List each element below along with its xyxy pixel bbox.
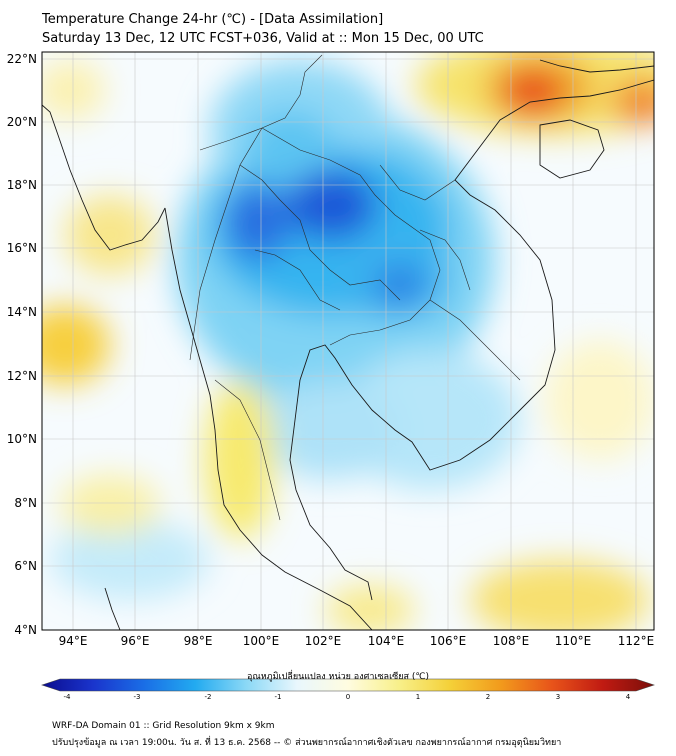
colorbar-tick: 1 xyxy=(415,693,421,701)
map-title: Temperature Change 24-hr (℃) - [Data Ass… xyxy=(42,12,384,27)
lon-label-94e: 94°E xyxy=(58,634,88,648)
coastlines xyxy=(42,59,654,630)
country-borders xyxy=(189,54,521,521)
lat-label-6n: 6°N xyxy=(14,559,37,573)
colorbar-shape xyxy=(41,678,655,692)
lat-label-20n: 20°N xyxy=(6,115,37,129)
lat-label-16n: 16°N xyxy=(6,241,37,255)
colorbar-tick: 3 xyxy=(555,693,561,701)
lon-label-100e: 100°E xyxy=(242,634,280,648)
lon-label-102e: 102°E xyxy=(304,634,342,648)
lon-label-106e: 106°E xyxy=(429,634,467,648)
temperature-field xyxy=(42,52,654,630)
lon-label-96e: 96°E xyxy=(120,634,150,648)
graticule xyxy=(42,52,654,630)
colorbar-tick: -3 xyxy=(133,693,141,701)
colorbar-tick: -1 xyxy=(274,693,282,701)
lon-label-104e: 104°E xyxy=(367,634,405,648)
lat-label-4n: 4°N xyxy=(14,623,37,637)
lat-label-12n: 12°N xyxy=(6,369,37,383)
colorbar-tick: 2 xyxy=(485,693,491,701)
colorbar xyxy=(41,678,655,692)
lon-label-98e: 98°E xyxy=(183,634,213,648)
colorbar-tick: -2 xyxy=(204,693,212,701)
lon-label-112e: 112°E xyxy=(617,634,655,648)
map-subtitle: Saturday 13 Dec, 12 UTC FCST+036, Valid … xyxy=(42,31,484,46)
lat-label-8n: 8°N xyxy=(14,496,37,510)
lat-label-10n: 10°N xyxy=(6,432,37,446)
colorbar-tick: 4 xyxy=(625,693,631,701)
lon-label-108e: 108°E xyxy=(492,634,530,648)
map-frame xyxy=(41,51,655,631)
lat-label-22n: 22°N xyxy=(6,52,37,66)
colorbar-tick: -4 xyxy=(63,693,71,701)
lat-label-18n: 18°N xyxy=(6,178,37,192)
colorbar-label: อุณหภูมิเปลี่ยนแปลง หน่วย องศาเซลเซียส (… xyxy=(246,672,430,682)
footer-credit: ปรับปรุงข้อมูล ณ เวลา 19:00น. วัน ส. ที่… xyxy=(52,738,562,748)
lon-label-110e: 110°E xyxy=(554,634,592,648)
footer-model-info: WRF-DA Domain 01 :: Grid Resolution 9km … xyxy=(52,721,275,731)
lat-label-14n: 14°N xyxy=(6,305,37,319)
colorbar-tick: 0 xyxy=(345,693,351,701)
